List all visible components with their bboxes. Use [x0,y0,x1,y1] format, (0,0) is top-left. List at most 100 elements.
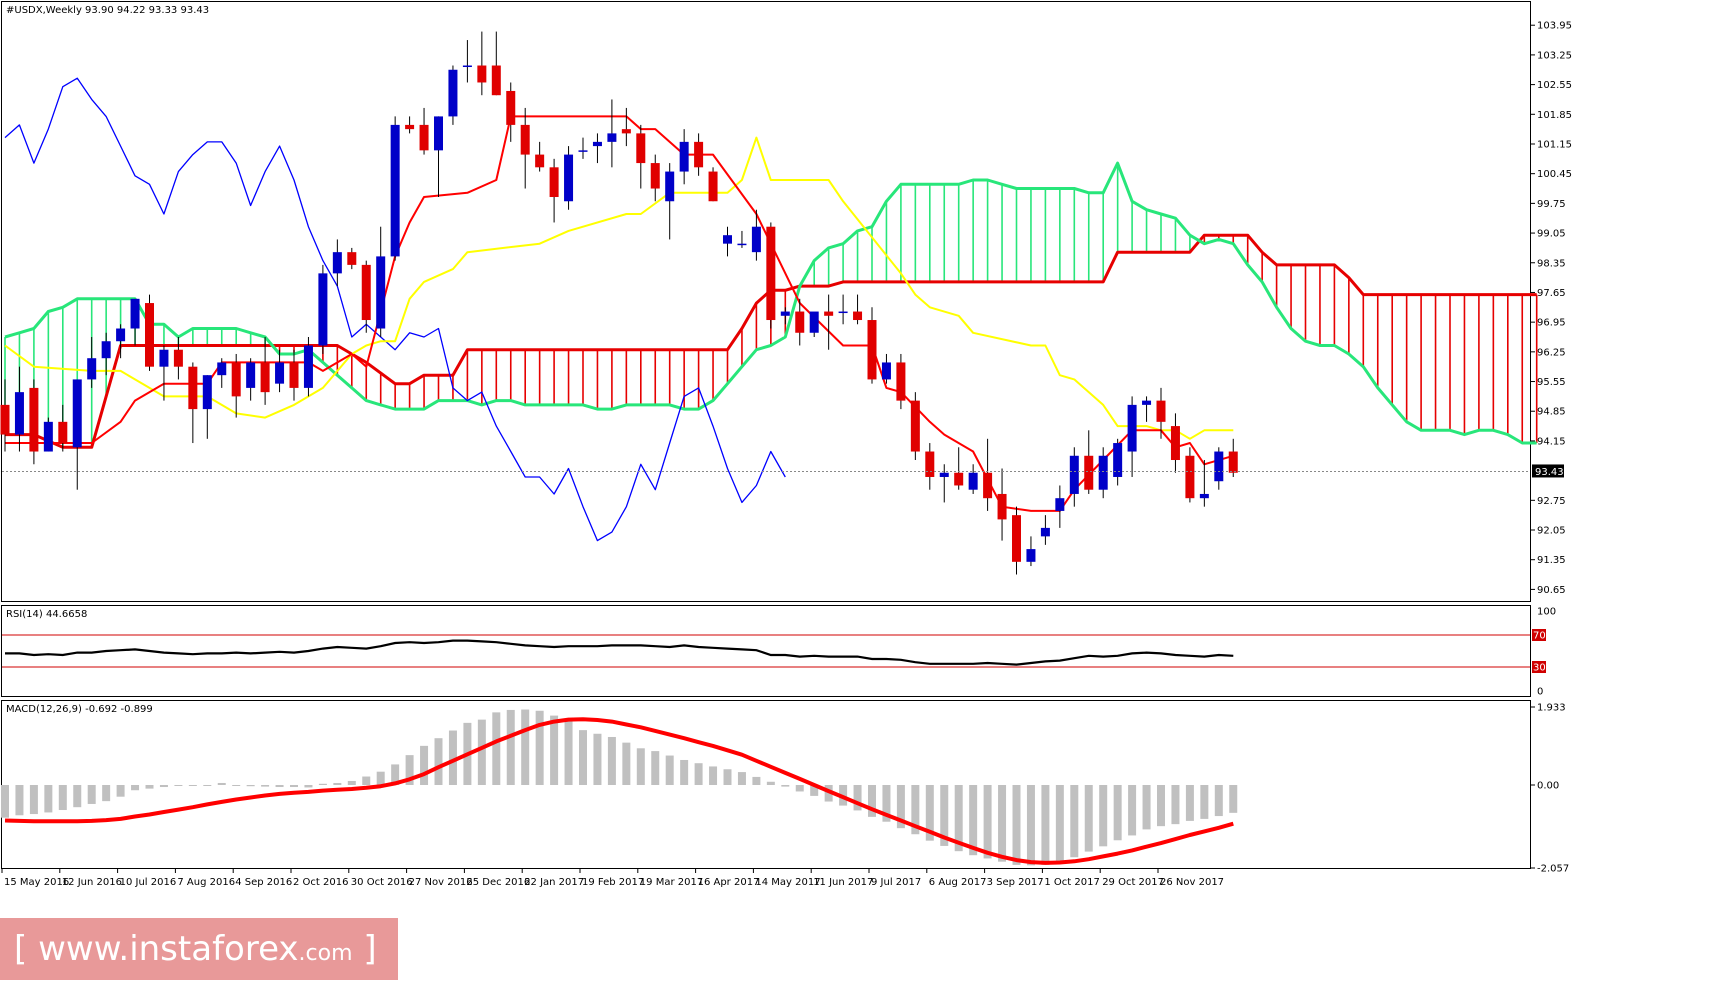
macd-histogram-bar [362,776,371,785]
macd-histogram-bar [781,784,790,787]
macd-histogram-bar [492,712,501,785]
candle-body [1214,451,1224,482]
main-title: #USDX,Weekly 93.90 94.22 93.33 93.43 [6,5,209,16]
macd-histogram-bar [795,784,804,792]
candle [766,222,776,329]
macd-histogram-bar [188,784,197,786]
candle-body [332,252,342,274]
macd-histogram-bar [506,709,515,785]
candle [910,392,920,461]
macd-histogram-bar [1128,784,1137,836]
macd-histogram-bar [925,784,934,841]
candle-body [925,451,935,477]
macd-histogram-bar [232,784,241,786]
candle [405,116,415,134]
candle-body [1113,443,1123,477]
candle-body [881,362,891,380]
macd-histogram-bar [636,748,645,785]
candle-body [853,311,863,321]
candle-body [578,150,588,152]
candle-body [954,472,964,486]
x-tick-label: 14 May 2017 [755,877,820,888]
macd-histogram-bar [868,784,876,817]
macd-histogram-bar [954,784,963,852]
macd-histogram-bar [304,784,313,788]
y-tick-label: 103.25 [1537,50,1572,61]
candle [968,464,978,494]
candle [58,404,68,452]
candle [0,379,10,452]
y-tick-label: 97.65 [1537,288,1566,299]
candle [1084,430,1094,494]
y-tick-label: 96.25 [1537,347,1566,358]
macd-panel-frame [1,700,1531,869]
macd-histogram-bar [1229,784,1238,813]
candle-body [101,341,111,359]
candle [549,158,559,223]
candle-body [434,116,443,151]
candle-body [968,472,978,490]
macd-histogram-bar [1099,784,1108,847]
candle-body [0,404,10,435]
candle [939,464,949,503]
candle-body [72,379,82,448]
candle [1199,460,1209,507]
candle [1185,447,1195,503]
candle [925,443,935,490]
y-tick-label: 96.95 [1537,318,1566,329]
candle [650,154,660,202]
rsi-tick-label: 0 [1537,687,1543,698]
candle [621,107,631,147]
candle [491,31,501,96]
x-tick-label: 19 Feb 2017 [582,877,644,888]
macd-histogram-bar [318,783,327,785]
x-tick-label: 22 Jan 2017 [524,877,584,888]
x-tick-label: 10 Jul 2016 [120,877,177,888]
candle-body [1098,455,1108,490]
candle [246,358,256,401]
x-tick-label: 2 Oct 2016 [293,877,348,888]
candle-body [361,264,371,321]
candle-body [1040,527,1050,537]
candle [303,336,313,397]
x-tick-label: 4 Sep 2016 [235,877,292,888]
macd-histogram-bar [564,720,573,785]
candle [694,133,704,176]
candle-body [260,362,270,393]
macd-tick-label: -2.057 [1537,864,1569,875]
macd-histogram-bar [333,782,342,785]
candle-body [318,273,328,346]
candle [954,447,964,490]
macd-histogram-bar [203,784,212,786]
candle-body [766,226,776,321]
macd-histogram-bar [1070,784,1079,858]
candle-body [116,328,126,342]
macd-title: MACD(12,26,9) -0.692 -0.899 [6,704,153,715]
candle-body [723,235,732,244]
x-tick-label: 26 Nov 2017 [1160,877,1224,888]
candle-body [390,124,400,257]
macd-histogram-bar [1041,784,1050,865]
candle-body [477,65,487,83]
candle-body [549,167,559,198]
macd-histogram-bar [145,784,154,789]
rsi-level-box [1532,661,1546,673]
candle [592,133,602,164]
candle-body [939,472,949,477]
macd-histogram-bar [1012,784,1021,865]
rsi-level-box [1532,629,1546,641]
rsi-tick-label: 30 [1533,663,1546,674]
candle-body [462,65,472,68]
candle [29,379,39,465]
macd-histogram-bar [911,784,920,835]
candle [477,31,487,96]
candle [376,226,386,337]
x-tick-label: 3 Sep 2017 [987,877,1044,888]
candle-body [448,69,458,117]
y-tick-label: 101.15 [1537,139,1572,150]
candle-body [188,366,198,410]
macd-histogram-bar [651,751,660,785]
macd-histogram-bar [73,784,82,808]
y-tick-label: 94.85 [1537,407,1566,418]
